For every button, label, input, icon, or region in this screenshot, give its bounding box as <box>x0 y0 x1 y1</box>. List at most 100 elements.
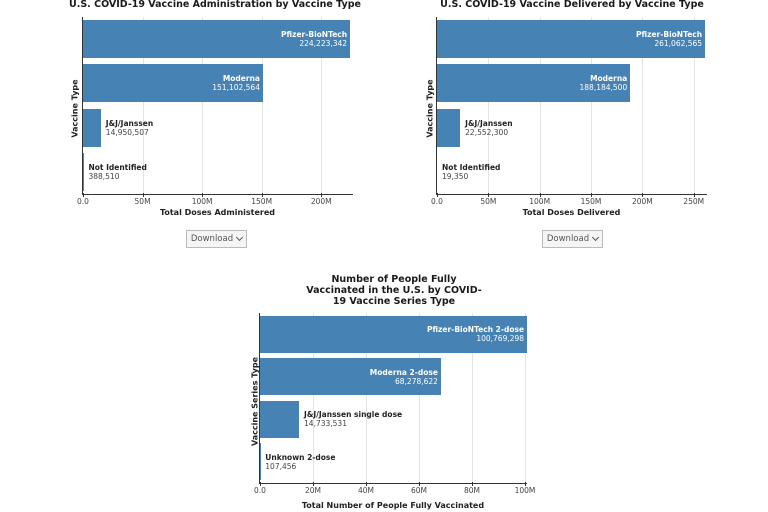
chart-title: U.S. COVID-19 Vaccine Administration by … <box>69 0 361 10</box>
value-label: 151,102,564 <box>212 83 260 93</box>
gridline <box>202 17 204 194</box>
value-label: 14,733,531 <box>304 419 347 429</box>
x-tick-label: 40M <box>357 486 374 495</box>
bar-data-label: Not Identified 19,350 <box>442 163 500 181</box>
gridline <box>321 17 323 194</box>
bar[interactable] <box>83 20 351 59</box>
gridline <box>366 313 367 483</box>
value-label: 107,456 <box>265 461 297 471</box>
bar-data-label: Pfizer-BioNTech 261,062,565 <box>636 30 702 48</box>
value-label: 224,223,342 <box>299 39 348 49</box>
category-label: Pfizer-BioNTech <box>281 30 348 40</box>
bar[interactable] <box>83 108 101 147</box>
x-tick-label: 50M <box>480 197 497 206</box>
plot-area: 0.0 50M 100M 150M 200M 250M Pfizer-BioNTech 261… <box>431 17 707 206</box>
chart-title: U.S. COVID-19 Vaccine Delivered by Vacci… <box>440 0 704 10</box>
gridline <box>142 17 144 194</box>
x-tick-mark <box>472 482 473 486</box>
plot-area: 0.0 20M 40M 60M 80M 100M Pfizer-BioNTech 2-dos… <box>254 313 535 495</box>
x-tick-label: 200M <box>310 197 332 206</box>
x-tick-mark <box>321 193 323 197</box>
bar-data-label: Moderna 151,102,564 <box>212 74 260 92</box>
download-button[interactable]: Download <box>542 230 603 248</box>
gridline <box>539 17 541 194</box>
bar-data-label: J&J/Janssen single dose 14,733,531 <box>304 410 402 428</box>
x-tick-mark <box>366 482 367 486</box>
value-label: 388,510 <box>88 171 120 181</box>
category-label: Moderna <box>222 74 260 84</box>
x-axis-label: Total Doses Delivered <box>522 208 621 217</box>
x-tick-label: 100M <box>529 197 551 206</box>
bar-data-label: Moderna 2-dose 68,278,622 <box>370 368 438 386</box>
x-tick-mark <box>539 193 541 197</box>
x-tick-label: 150M <box>251 197 273 206</box>
download-button[interactable]: Download <box>186 230 247 248</box>
x-tick-mark <box>488 193 490 197</box>
x-tick-label: 200M <box>631 197 653 206</box>
y-axis-label: Vaccine Type <box>425 79 435 138</box>
gridline <box>313 313 314 483</box>
category-label: J&J/Janssen <box>105 118 154 128</box>
x-tick-mark <box>419 482 420 486</box>
x-tick-mark <box>142 193 144 197</box>
plot-area: 0.0 50M 100M 150M 200M Pfizer-BioNTech 224,223… <box>77 17 353 206</box>
x-tick-label: 20M <box>304 486 321 495</box>
category-label: Moderna 2-dose <box>369 367 438 377</box>
download-label: Download <box>190 234 234 244</box>
bar-data-label: J&J/Janssen 22,552,300 <box>465 119 512 137</box>
bar[interactable] <box>260 400 300 438</box>
gridline <box>693 17 695 194</box>
category-label: Moderna <box>590 74 628 84</box>
gridline <box>642 17 644 194</box>
value-label: 22,552,300 <box>465 127 509 137</box>
category-label: Not Identified <box>442 162 501 172</box>
bar[interactable] <box>437 108 461 147</box>
x-tick-label: 0.0 <box>77 197 89 206</box>
x-tick-mark <box>202 193 204 197</box>
bar[interactable] <box>260 315 528 353</box>
gridline <box>525 313 526 483</box>
bar[interactable] <box>83 64 263 103</box>
value-label: 14,950,507 <box>105 127 149 137</box>
value-label: 188,184,500 <box>579 83 628 93</box>
category-label: Not Identified <box>88 162 147 172</box>
x-tick-label: 0.0 <box>431 197 443 206</box>
x-tick-label: 150M <box>580 197 602 206</box>
chart-title: Number of People Fully Vaccinated in the… <box>306 274 482 307</box>
bar-data-label: Pfizer-BioNTech 224,223,342 <box>281 30 347 48</box>
x-tick-label: 100M <box>514 486 536 495</box>
chevron-down-icon <box>592 233 600 242</box>
bar[interactable] <box>260 358 441 396</box>
x-tick-mark <box>437 193 438 197</box>
x-tick-mark <box>525 482 526 486</box>
x-tick-mark <box>261 193 263 197</box>
x-tick-mark <box>83 193 84 197</box>
bar[interactable] <box>437 20 706 59</box>
x-tick-mark <box>260 482 261 486</box>
category-label: Pfizer-BioNTech <box>636 30 703 40</box>
category-label: J&J/Janssen <box>465 118 513 128</box>
gridline <box>419 313 420 483</box>
value-label: 261,062,565 <box>654 39 703 49</box>
bar-data-label: J&J/Janssen 14,950,507 <box>106 119 153 137</box>
x-axis-label: Total Number of People Fully Vaccinated <box>301 501 485 510</box>
bar[interactable] <box>437 64 631 103</box>
y-axis-label: Vaccine Type <box>70 79 80 138</box>
download-label: Download <box>546 234 590 244</box>
gridline <box>591 17 593 194</box>
x-tick-label: 0.0 <box>254 486 266 495</box>
x-tick-label: 60M <box>410 486 427 495</box>
value-label: 19,350 <box>442 171 469 181</box>
bar-data-label: Pfizer-BioNTech 2-dose 100,769,298 <box>427 325 524 343</box>
x-tick-mark <box>313 482 314 486</box>
gridline <box>488 17 490 194</box>
x-tick-label: 50M <box>134 197 151 206</box>
chevron-down-icon <box>236 233 244 242</box>
x-tick-label: 80M <box>463 486 480 495</box>
x-tick-label: 100M <box>191 197 213 206</box>
category-label: J&J/Janssen single dose <box>304 410 403 420</box>
x-tick-mark <box>642 193 644 197</box>
value-label: 68,278,622 <box>395 376 438 386</box>
bar-data-label: Unknown 2-dose 107,456 <box>265 453 335 471</box>
x-axis-label: Total Doses Administered <box>159 208 276 217</box>
